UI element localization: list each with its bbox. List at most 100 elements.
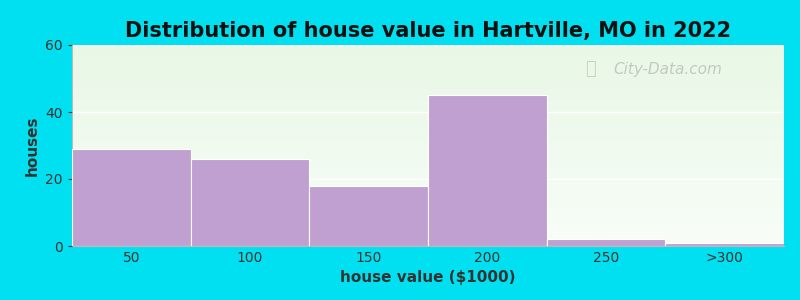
Bar	[339, 45, 342, 246]
Bar	[642, 45, 645, 246]
Bar	[759, 45, 762, 246]
Bar	[706, 45, 710, 246]
Bar	[72, 238, 784, 239]
Bar	[197, 45, 200, 246]
Bar	[72, 203, 784, 204]
Bar	[268, 45, 271, 246]
Bar	[396, 45, 399, 246]
Bar	[72, 132, 784, 134]
Bar	[72, 143, 784, 145]
Bar	[72, 123, 784, 124]
Bar	[325, 45, 328, 246]
Bar	[681, 45, 684, 246]
Bar	[229, 45, 232, 246]
Bar	[72, 168, 784, 169]
Bar	[310, 45, 314, 246]
Bar	[72, 176, 784, 177]
Text: 🔍: 🔍	[585, 60, 595, 78]
Bar	[72, 51, 784, 52]
Bar	[691, 45, 695, 246]
Bar	[72, 116, 784, 117]
Bar	[72, 85, 784, 86]
Bar	[254, 45, 257, 246]
Bar	[599, 45, 602, 246]
Bar	[72, 69, 784, 70]
Bar	[72, 165, 784, 166]
Bar	[289, 45, 293, 246]
Bar	[652, 45, 656, 246]
Bar	[72, 208, 784, 209]
Bar	[72, 70, 784, 71]
Bar	[236, 45, 239, 246]
Bar	[624, 45, 627, 246]
Bar	[666, 45, 670, 246]
Bar	[72, 125, 784, 126]
Bar	[346, 45, 350, 246]
Bar	[182, 45, 186, 246]
Bar	[275, 45, 278, 246]
Bar	[72, 240, 784, 241]
Bar	[72, 175, 784, 176]
Bar	[286, 45, 289, 246]
Bar	[730, 45, 734, 246]
Bar	[428, 45, 431, 246]
Bar	[581, 45, 585, 246]
Bar	[72, 71, 784, 72]
Bar	[307, 45, 310, 246]
Bar	[72, 109, 784, 110]
Bar	[72, 158, 784, 159]
Bar	[72, 180, 784, 181]
Bar	[72, 48, 784, 49]
Bar	[72, 65, 784, 66]
Bar	[318, 45, 321, 246]
Bar	[72, 95, 784, 96]
Bar	[214, 45, 218, 246]
Bar	[72, 213, 784, 214]
Bar	[482, 45, 485, 246]
Bar	[72, 193, 784, 194]
Bar	[264, 45, 268, 246]
Bar	[567, 45, 570, 246]
Bar	[72, 243, 784, 244]
Bar	[296, 45, 300, 246]
Bar	[72, 131, 784, 132]
Bar	[72, 245, 784, 246]
Bar	[72, 63, 784, 64]
Bar	[474, 45, 478, 246]
Bar	[72, 73, 784, 74]
Bar	[745, 45, 749, 246]
Bar	[72, 169, 784, 171]
Bar	[631, 45, 634, 246]
Bar	[72, 76, 784, 77]
Bar	[72, 206, 784, 207]
Bar	[72, 89, 784, 90]
Bar	[97, 45, 101, 246]
Bar	[72, 135, 784, 136]
Bar	[613, 45, 617, 246]
Bar	[72, 195, 784, 196]
Bar	[72, 188, 784, 189]
Bar	[72, 139, 784, 140]
Bar	[766, 45, 770, 246]
Bar	[72, 122, 784, 123]
Bar	[72, 192, 784, 193]
Bar	[122, 45, 126, 246]
Bar	[72, 224, 784, 225]
Bar	[749, 45, 752, 246]
Bar	[310, 186, 428, 246]
Bar	[72, 79, 784, 80]
Bar	[293, 45, 296, 246]
Bar	[438, 45, 442, 246]
Bar	[303, 45, 307, 246]
Bar	[72, 210, 784, 211]
Bar	[510, 45, 514, 246]
Bar	[538, 45, 542, 246]
Bar	[72, 183, 784, 184]
Bar	[695, 45, 698, 246]
Bar	[72, 45, 784, 46]
Bar	[72, 232, 784, 233]
Bar	[94, 45, 97, 246]
Bar	[72, 124, 784, 125]
Bar	[314, 45, 318, 246]
Bar	[79, 45, 82, 246]
